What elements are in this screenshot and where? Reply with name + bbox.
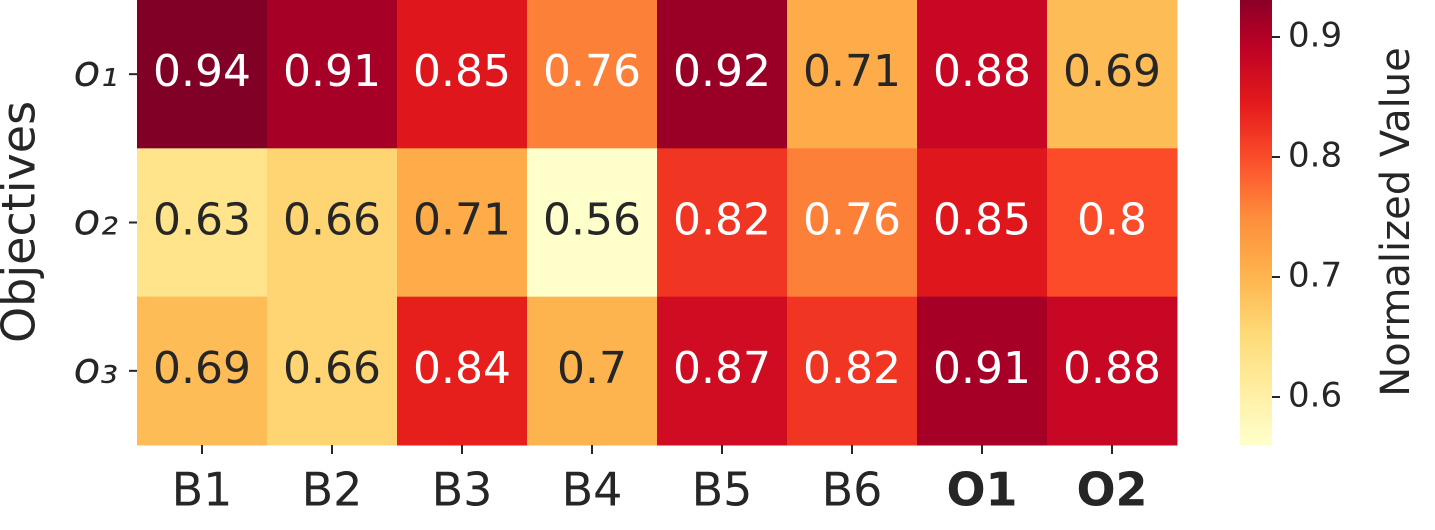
cell	[917, 0, 1048, 149]
cell	[657, 296, 788, 446]
row-label: o₁	[73, 46, 118, 97]
cell	[527, 0, 658, 149]
cell-label: 0.87	[673, 343, 771, 394]
row-label: o₂	[73, 195, 118, 246]
colorbar-tick-label: 0.9	[1288, 16, 1342, 56]
cell-label: 0.66	[283, 343, 381, 394]
cell-label: 0.56	[543, 195, 641, 246]
cell	[657, 0, 788, 149]
cell	[397, 296, 528, 446]
x-tick-label: B5	[692, 463, 753, 517]
cell	[137, 148, 268, 298]
y-axis-label: Objectives	[0, 101, 46, 343]
cell-label: 0.88	[1063, 343, 1161, 394]
cell	[137, 296, 268, 446]
cell	[397, 148, 528, 298]
cell	[137, 0, 268, 149]
cell	[787, 148, 918, 298]
x-tick-label: O1	[946, 463, 1017, 517]
colorbar-tick-label: 0.7	[1288, 256, 1342, 296]
cell-label: 0.82	[673, 195, 771, 246]
cell	[267, 0, 398, 149]
cell-label: 0.94	[153, 46, 251, 97]
cell	[267, 296, 398, 446]
cell-label: 0.63	[153, 195, 251, 246]
cell-label: 0.91	[933, 343, 1031, 394]
cell-label: 0.82	[803, 343, 901, 394]
x-tick-label: B2	[302, 463, 363, 517]
cell-label: 0.85	[413, 46, 511, 97]
cell-label: 0.76	[543, 46, 641, 97]
cell	[397, 0, 528, 149]
colorbar-label: Normalized Value	[1373, 47, 1419, 396]
cell-label: 0.8	[1077, 195, 1147, 246]
cell-label: 0.7	[557, 343, 627, 394]
cell-label: 0.76	[803, 195, 901, 246]
cell-label: 0.71	[803, 46, 901, 97]
colorbar	[1240, 0, 1272, 445]
cell	[527, 296, 658, 446]
cell-label: 0.88	[933, 46, 1031, 97]
cell	[267, 148, 398, 298]
colorbar-tick-label: 0.8	[1288, 136, 1342, 176]
cell-label: 0.85	[933, 195, 1031, 246]
x-tick-label: O2	[1076, 463, 1147, 517]
cell	[787, 0, 918, 149]
cell-label: 0.69	[153, 343, 251, 394]
colorbar-tick-label: 0.6	[1288, 376, 1342, 416]
x-tick-label: B3	[432, 463, 493, 517]
cell-label: 0.84	[413, 343, 511, 394]
cell-label: 0.71	[413, 195, 511, 246]
cell	[657, 148, 788, 298]
cell	[1047, 296, 1178, 446]
cell-label: 0.66	[283, 195, 381, 246]
x-tick-label: B4	[562, 463, 623, 517]
cell-label: 0.92	[673, 46, 771, 97]
cell-label: 0.91	[283, 46, 381, 97]
row-label: o₃	[73, 343, 118, 394]
x-tick-label: B1	[172, 463, 233, 517]
cell	[917, 296, 1048, 446]
x-tick-label: B6	[822, 463, 883, 517]
cell	[787, 296, 918, 446]
cell	[1047, 148, 1178, 298]
cell-label: 0.69	[1063, 46, 1161, 97]
cell	[1047, 0, 1178, 149]
cell	[527, 148, 658, 298]
cell	[917, 148, 1048, 298]
